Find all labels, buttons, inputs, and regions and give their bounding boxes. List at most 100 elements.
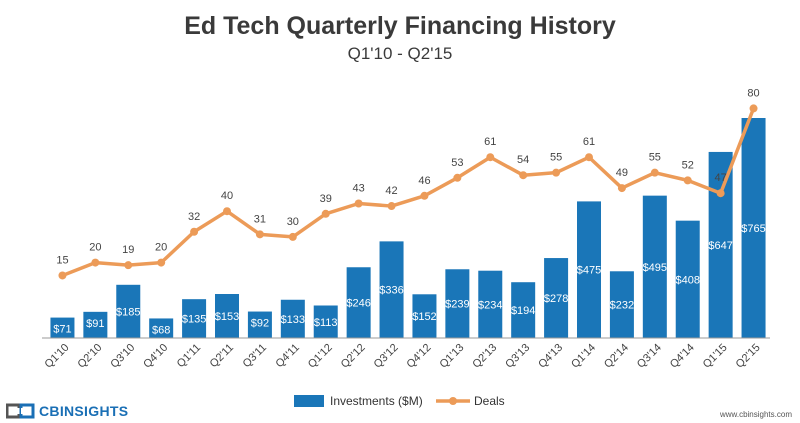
deals-value-label: 61 [484,136,496,148]
deals-point [617,184,626,193]
bar [116,284,141,338]
legend-line-marker [449,397,457,405]
deals-point [650,168,659,177]
bar [741,118,766,338]
x-tick-label: Q3'13 [503,342,532,371]
deals-value-label: 61 [583,136,595,148]
deals-point [552,168,561,177]
x-tick-label: Q2'14 [602,342,631,371]
bar-value-label: $278 [544,293,568,305]
bar-value-label: $495 [643,262,667,274]
bar [577,201,601,338]
deals-point [124,261,133,270]
x-tick-label: Q4'11 [274,342,302,370]
x-tick-label: Q1'10 [43,342,72,371]
bar-value-label: $408 [675,274,699,286]
cbinsights-logo: CBINSIGHTS [6,402,128,420]
bar-value-label: $232 [610,300,634,312]
bar [609,271,634,338]
deals-value-label: 20 [89,242,101,254]
x-tick-label: Q3'10 [108,342,137,371]
bar-value-label: $68 [152,324,170,336]
x-tick-label: Q2'10 [75,342,104,371]
deals-point [453,173,462,182]
deals-point [58,271,67,280]
bar-value-label: $765 [741,223,765,235]
deals-point [288,232,297,241]
bar-value-label: $475 [577,265,601,277]
deals-point [223,207,231,216]
deals-point [585,153,593,162]
bar-value-label: $152 [412,311,436,323]
deals-value-label: 54 [517,154,529,166]
x-tick-label: Q3'14 [635,342,664,371]
bar [675,220,700,338]
deals-value-label: 52 [682,159,694,171]
bar-value-label: $113 [314,317,338,329]
x-tick-label: Q4'10 [141,342,170,371]
deals-value-label: 53 [451,157,463,169]
x-tick-label: Q1'12 [306,342,335,371]
deals-value-label: 55 [550,152,562,164]
chart-title: Ed Tech Quarterly Financing History [184,12,616,40]
bar-value-label: $234 [478,299,502,311]
bar-value-label: $91 [86,318,104,330]
website-link[interactable]: www.cbinsights.com [719,410,792,419]
deals-value-label: 31 [254,213,266,225]
deals-point [190,227,199,236]
deals-value-label: 32 [188,211,200,223]
deals-point [157,258,166,267]
bar-value-label: $194 [511,305,535,317]
chart-subtitle: Q1'10 - Q2'15 [347,44,453,63]
bar-value-label: $92 [251,318,269,330]
deals-point [354,199,363,208]
x-tick-label: Q4'12 [405,342,434,371]
deals-point [91,258,100,267]
deals-line [61,107,756,278]
deals-value-label: 55 [649,152,661,164]
deals-value-label: 30 [287,216,299,228]
deals-value-label: 43 [353,182,365,194]
bar-value-label: $246 [346,298,370,310]
deals-point [749,104,758,113]
deals-point [519,171,528,180]
bar [313,305,338,338]
bar [182,299,207,338]
x-tick-label: Q2'11 [208,342,236,370]
legend-deals-label: Deals [474,394,505,408]
deals-value-label: 39 [320,193,332,205]
bar-value-label: $185 [116,306,140,318]
bar [215,294,239,338]
bar [83,311,108,338]
bar [412,294,437,338]
deals-point [716,189,725,198]
bar [708,151,733,338]
deals-value-label: 15 [56,254,68,266]
bar [642,195,667,338]
deals-point [255,230,264,239]
bar-value-label: $133 [281,314,305,326]
x-tick-label: Q2'12 [339,342,368,371]
x-tick-label: Q2'15 [734,342,763,371]
deals-value-label: 42 [385,185,397,197]
x-tick-label: Q2'13 [470,342,499,371]
legend-investments-label: Investments ($M) [330,394,423,408]
bar-value-label: $647 [708,240,732,252]
deals-value-label: 46 [418,175,430,187]
deals-value-label: 80 [747,87,759,99]
cbinsights-logo-icon [6,403,36,419]
bar [149,318,174,338]
bar [544,258,569,338]
x-tick-label: Q4'13 [536,342,565,371]
x-tick-label: Q1'11 [175,342,203,370]
bar [50,317,75,338]
deals-point [486,153,495,162]
bar-value-label: $153 [215,311,239,323]
brand-name: CBINSIGHTS [39,403,129,419]
deals-value-label: 19 [122,244,134,256]
bar [445,269,470,338]
deals-point [683,176,692,185]
deals-point [420,191,429,200]
deals-point [321,209,330,218]
